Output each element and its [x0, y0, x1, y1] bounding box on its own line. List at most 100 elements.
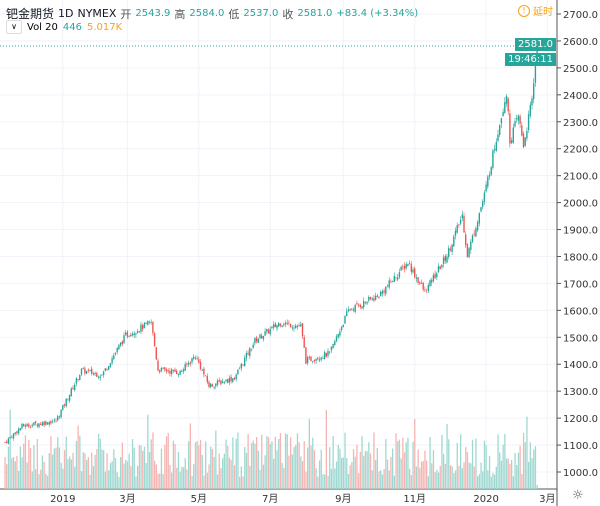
volume-bar — [152, 432, 154, 489]
candle-body — [162, 367, 164, 369]
volume-bar — [470, 463, 472, 489]
candle-body — [153, 333, 156, 347]
volume-bar — [528, 461, 530, 489]
volume-bar — [300, 456, 302, 489]
collapse-chevron-icon[interactable]: ∨ — [6, 20, 22, 34]
candle-body — [493, 149, 496, 151]
delay-badge[interactable]: ! 延时 — [518, 3, 553, 18]
candle-body — [303, 337, 305, 348]
volume-bar — [11, 458, 13, 489]
candle-body — [305, 347, 307, 364]
candle-body — [476, 222, 479, 231]
candle-body — [312, 361, 314, 362]
volume-bar — [254, 443, 256, 489]
volume-bar — [148, 451, 151, 489]
volume-bar — [465, 447, 467, 489]
volume-bar — [7, 446, 10, 489]
volume-bar — [315, 468, 317, 489]
volume-bar — [502, 444, 504, 489]
volume-bar — [58, 447, 61, 489]
volume-bar — [201, 455, 203, 489]
volume-bar — [468, 462, 470, 489]
candle-body — [262, 335, 265, 340]
volume-bar — [517, 452, 520, 489]
candle-body — [480, 207, 482, 212]
volume-bar — [436, 469, 438, 489]
candle-body — [23, 424, 25, 427]
volume-bar — [69, 456, 71, 489]
candle-body — [135, 333, 137, 335]
low-label: 低 — [228, 7, 240, 21]
candle-body — [245, 353, 248, 359]
candle-body — [227, 379, 229, 383]
volume-bar — [242, 476, 244, 489]
volume-bar — [67, 458, 69, 489]
candle-body — [509, 113, 511, 144]
candle-body — [240, 363, 242, 369]
volume-bar — [18, 470, 20, 489]
candle-body — [48, 422, 50, 425]
candle-body — [167, 370, 169, 372]
volume-bar — [414, 418, 416, 489]
volume-bar — [247, 434, 249, 489]
candle-body — [118, 345, 120, 350]
candle-body — [92, 373, 95, 375]
volume-bar — [453, 473, 455, 489]
candle-body — [99, 376, 101, 379]
volume-bar — [524, 442, 526, 489]
candle-body — [84, 368, 86, 374]
candle-body — [155, 347, 157, 360]
candle-body — [41, 422, 44, 426]
volume-bar — [9, 409, 11, 489]
candle-body — [65, 398, 67, 407]
candle-body — [368, 297, 370, 301]
volume-bar — [478, 474, 480, 489]
settings-gear-icon[interactable]: ☼ — [572, 488, 584, 503]
candle-body — [45, 421, 47, 425]
volume-bar — [53, 448, 55, 489]
interval[interactable]: 1D — [58, 7, 74, 20]
candle-body — [446, 256, 448, 263]
volume-bar — [434, 472, 436, 489]
candle-body — [386, 285, 389, 287]
candle-body — [388, 280, 390, 288]
volume-bar — [359, 451, 361, 489]
volume-bar — [312, 437, 314, 489]
candle-body — [257, 338, 259, 343]
candle-body — [206, 376, 208, 383]
candle-body — [276, 325, 278, 329]
volume-bar — [483, 440, 486, 489]
candle-body — [46, 422, 49, 425]
volume-bar — [296, 433, 299, 489]
volume-bar — [94, 454, 96, 489]
candle-body — [322, 357, 324, 359]
clock-icon: ! — [518, 4, 530, 17]
volume-bar — [431, 463, 433, 489]
y-tick-label: 1700.0 — [563, 279, 598, 290]
volume-bar — [466, 452, 469, 489]
candle-body — [143, 322, 146, 328]
volume-bar — [206, 472, 208, 489]
candle-body — [142, 325, 144, 330]
volume-bar — [286, 434, 288, 489]
candle-body — [14, 432, 16, 434]
volume-bar — [137, 465, 139, 489]
y-tick-label: 1400.0 — [563, 360, 598, 371]
candle-body — [249, 347, 251, 356]
volume-bar — [96, 449, 98, 489]
volume-bar — [133, 447, 135, 489]
candle-body — [138, 331, 140, 332]
volume-bar — [186, 469, 188, 489]
candle-body — [121, 341, 123, 345]
y-tick-label: 1900.0 — [563, 226, 598, 237]
volume-bar — [72, 452, 74, 489]
candle-body — [12, 433, 15, 439]
candle-body — [113, 355, 115, 360]
candle-body — [306, 357, 309, 364]
volume-bar — [266, 436, 268, 489]
y-tick-label: 2600.0 — [563, 37, 598, 48]
candle-body — [82, 368, 84, 369]
candle-body — [60, 409, 62, 418]
candle-body — [254, 337, 256, 344]
